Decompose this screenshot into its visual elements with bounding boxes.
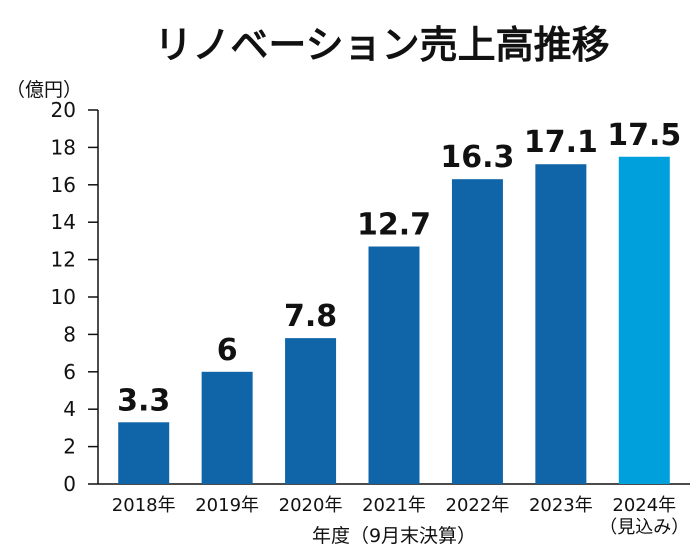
y-tick-label: 16	[51, 173, 76, 197]
y-tick-label: 10	[51, 285, 76, 309]
x-ticks: 2018年 2019年 2020年 2021年 2022年 2023年 2024年（見込み）	[112, 495, 689, 538]
x-tick-label: （見込み）	[599, 517, 689, 538]
x-tick-label: 2022年	[446, 495, 510, 516]
bars	[118, 156, 670, 485]
data-label: 16.3	[440, 140, 514, 175]
bar	[118, 422, 170, 484]
bar	[535, 164, 587, 485]
data-labels: 3.3 6 7.8 12.7 16.3 17.1 17.5	[117, 118, 681, 419]
data-label: 17.1	[524, 125, 598, 160]
bar	[451, 179, 503, 484]
chart-title: リノベーション売上高推移	[154, 23, 609, 67]
y-ticks: 0 2 4 6 8 10 12 14 16 18 20	[51, 98, 98, 496]
bar	[285, 338, 337, 484]
x-tick-label: 2018年	[112, 495, 176, 516]
y-tick-label: 0	[63, 472, 76, 496]
x-axis-title: 年度（9月末決算）	[312, 525, 476, 547]
y-tick-label: 12	[51, 248, 76, 272]
y-tick-label: 2	[63, 435, 76, 459]
bar	[201, 371, 253, 484]
data-label: 6	[217, 333, 238, 368]
x-tick-label: 2019年	[195, 495, 259, 516]
data-label: 12.7	[357, 208, 431, 243]
bar	[618, 156, 670, 484]
y-unit-label: （億円）	[6, 79, 82, 101]
y-tick-label: 8	[63, 322, 76, 346]
y-tick-label: 6	[63, 360, 76, 384]
data-label: 17.5	[607, 118, 681, 153]
y-tick-label: 4	[63, 397, 76, 421]
x-tick-label: 2023年	[529, 495, 593, 516]
x-tick-label: 2024年	[612, 495, 676, 516]
x-tick-label: 2021年	[362, 495, 426, 516]
y-tick-label: 18	[51, 135, 76, 159]
x-tick-label: 2020年	[279, 495, 343, 516]
bar	[368, 246, 420, 484]
data-label: 3.3	[117, 383, 170, 418]
y-tick-label: 20	[51, 98, 76, 122]
data-label: 7.8	[284, 299, 337, 334]
y-tick-label: 14	[51, 210, 76, 234]
